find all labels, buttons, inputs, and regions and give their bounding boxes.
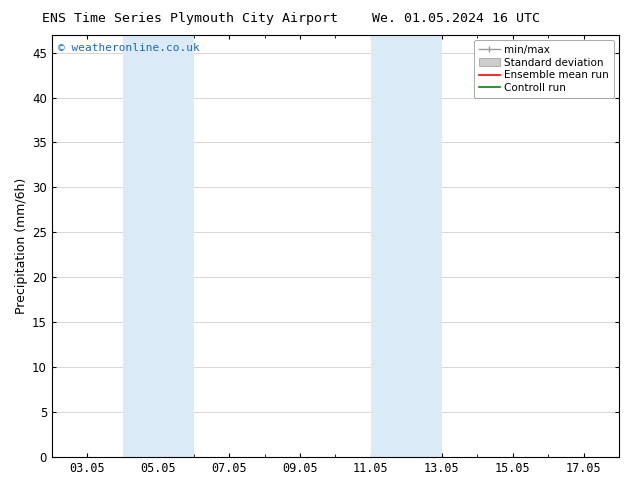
Bar [371,35,442,457]
Y-axis label: Precipitation (mm/6h): Precipitation (mm/6h) [15,178,28,314]
Legend: min/max, Standard deviation, Ensemble mean run, Controll run: min/max, Standard deviation, Ensemble me… [474,40,614,98]
Bar [123,35,193,457]
Text: © weatheronline.co.uk: © weatheronline.co.uk [58,43,199,53]
Text: We. 01.05.2024 16 UTC: We. 01.05.2024 16 UTC [373,12,540,25]
Text: ENS Time Series Plymouth City Airport: ENS Time Series Plymouth City Airport [42,12,338,25]
